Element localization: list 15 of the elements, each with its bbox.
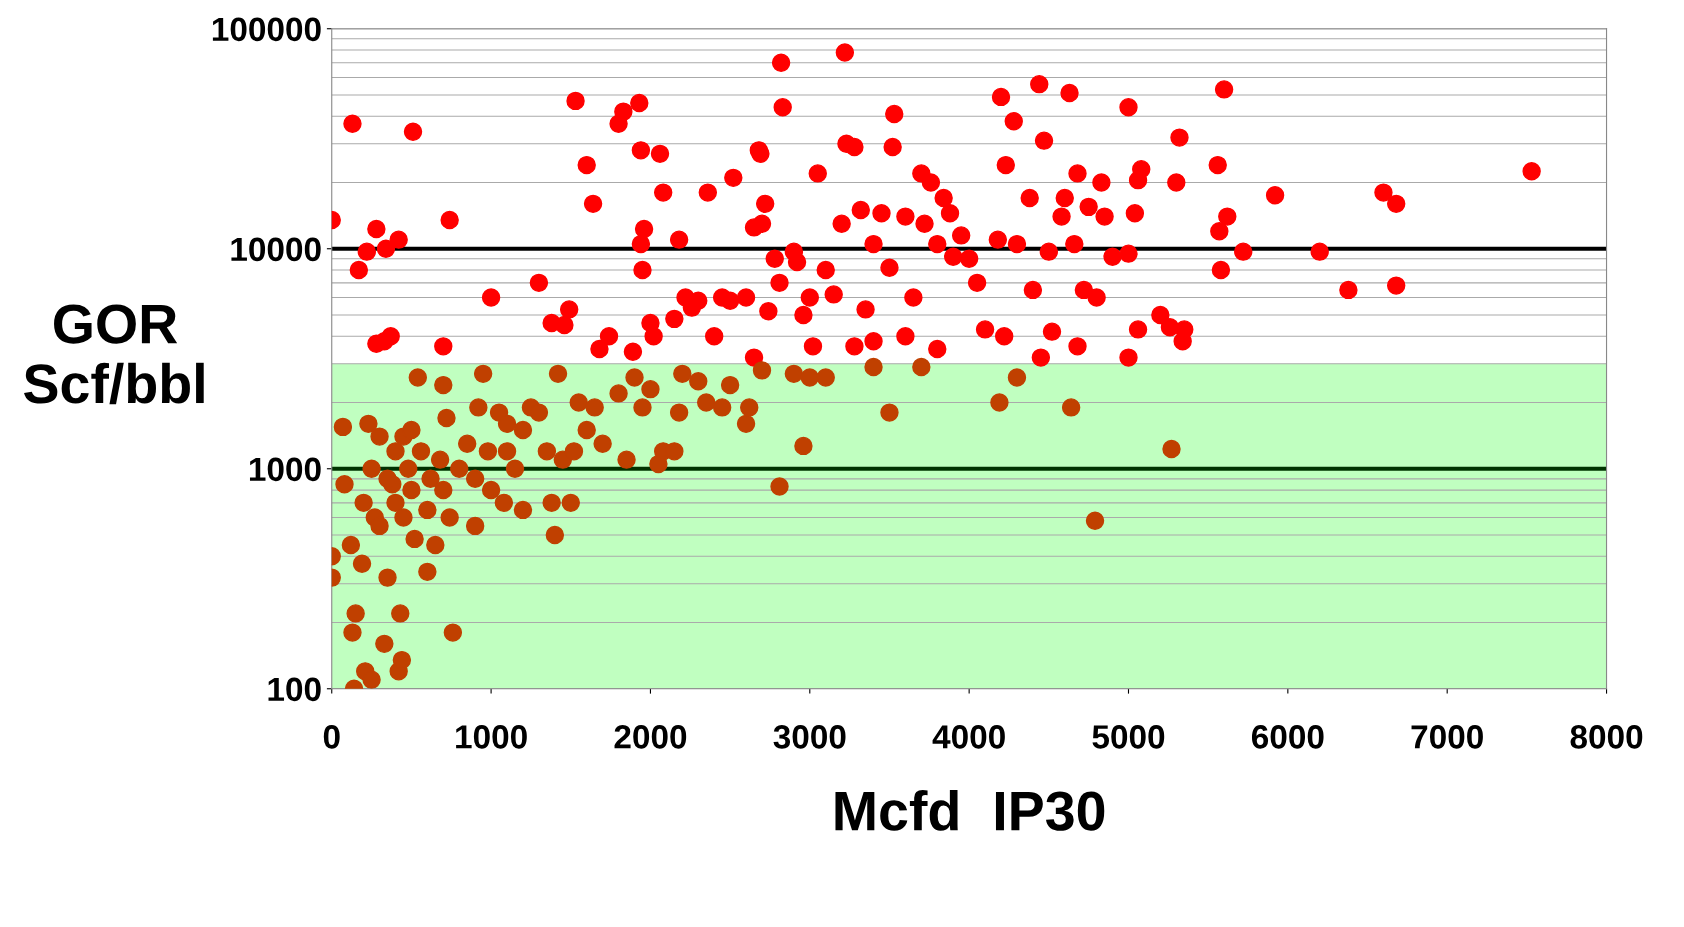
y-axis-title: GOR Scf/bbl xyxy=(24,304,204,405)
x-tick-label: 8000 xyxy=(1570,725,1643,749)
x-tick-label: 7000 xyxy=(1411,725,1483,749)
x-tick-label: 5000 xyxy=(1092,725,1165,749)
x-tick-label: 3000 xyxy=(773,725,846,749)
x-tick-label: 2000 xyxy=(614,725,687,749)
x-tick-label: 6000 xyxy=(1251,725,1324,749)
y-tick-label: 1000 xyxy=(249,457,321,482)
x-tick-label: 4000 xyxy=(932,725,1005,749)
y-tick-label: 100000 xyxy=(212,17,321,42)
x-tick-label: 1000 xyxy=(456,725,527,749)
y-tick-label: 10000 xyxy=(231,237,321,262)
y-tick-label: 100 xyxy=(268,677,321,702)
x-tick-label: 0 xyxy=(323,725,340,749)
x-axis-title: Mcfd IP30 xyxy=(835,789,1105,831)
